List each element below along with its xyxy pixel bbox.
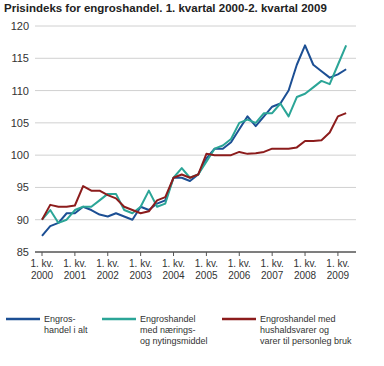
grid-line bbox=[35, 26, 356, 27]
plot-area bbox=[42, 45, 346, 235]
text-line: 2009 bbox=[327, 270, 350, 281]
text-line: 1. kv. bbox=[195, 258, 218, 269]
y-tick-label: 120 bbox=[11, 20, 29, 32]
legend-swatch bbox=[222, 318, 256, 321]
series-line bbox=[42, 113, 346, 220]
x-tick-label: 1. kv.2000 bbox=[30, 258, 53, 281]
text-line: 1. kv. bbox=[63, 258, 86, 269]
legend-swatch bbox=[102, 318, 136, 321]
text-line: 1. kv. bbox=[293, 258, 316, 269]
text-line: 2004 bbox=[162, 270, 185, 281]
series-line bbox=[42, 45, 346, 223]
text-line: Engroshandel med bbox=[260, 314, 336, 324]
text-line: Engros- bbox=[44, 314, 76, 324]
grid-line bbox=[35, 252, 356, 253]
legend-label: Engroshandel medhushaldsvarer ogvarer ti… bbox=[260, 314, 352, 346]
grid-line bbox=[35, 155, 356, 156]
text-line: 1. kv. bbox=[30, 258, 53, 269]
text-line: hushaldsvarer og bbox=[260, 325, 329, 335]
x-tick bbox=[305, 252, 306, 256]
x-tick-label: 1. kv.2002 bbox=[96, 258, 119, 281]
x-tick bbox=[272, 252, 273, 256]
x-tick-label: 1. kv.2008 bbox=[293, 258, 316, 281]
x-tick bbox=[42, 252, 43, 256]
legend-swatch bbox=[6, 318, 40, 321]
x-tick-label: 1. kv.2004 bbox=[162, 258, 185, 281]
x-tick bbox=[206, 252, 207, 256]
text-line: 1. kv. bbox=[228, 258, 251, 269]
text-line: Engroshandel bbox=[140, 314, 196, 324]
x-tick-label: 1. kv.2006 bbox=[228, 258, 251, 281]
grid-line bbox=[35, 58, 356, 59]
x-tick bbox=[173, 252, 174, 256]
text-line: 2008 bbox=[294, 270, 317, 281]
text-line: varer til personleg bruk bbox=[260, 336, 352, 346]
legend-label: Engros-handel i alt bbox=[44, 314, 88, 335]
text-line: 2007 bbox=[261, 270, 284, 281]
x-tick-label: 1. kv.2007 bbox=[261, 258, 284, 281]
y-tick-label: 85 bbox=[17, 246, 29, 258]
text-line: 2000 bbox=[31, 270, 54, 281]
text-line: 2003 bbox=[130, 270, 153, 281]
grid-line bbox=[35, 122, 356, 123]
grid-line bbox=[35, 219, 356, 220]
text-line: 2002 bbox=[97, 270, 120, 281]
x-tick bbox=[107, 252, 108, 256]
y-tick-label: 100 bbox=[11, 149, 29, 161]
x-tick bbox=[74, 252, 75, 256]
text-line: handel i alt bbox=[44, 325, 88, 335]
x-tick-label: 1. kv.2005 bbox=[195, 258, 218, 281]
x-tick bbox=[337, 252, 338, 256]
x-tick-label: 1. kv.2001 bbox=[63, 258, 86, 281]
y-tick-label: 110 bbox=[11, 85, 29, 97]
y-tick-label: 95 bbox=[17, 181, 29, 193]
text-line: 1. kv. bbox=[96, 258, 119, 269]
text-line: 1. kv. bbox=[326, 258, 349, 269]
series-line bbox=[42, 45, 346, 235]
text-line: 2006 bbox=[228, 270, 251, 281]
chart: Prisindeks for engroshandel. 1. kvartal … bbox=[0, 0, 384, 366]
legend-label: Engroshandelmed nærings-og nytingsmiddel bbox=[140, 314, 208, 346]
x-tick bbox=[140, 252, 141, 256]
text-line: 2005 bbox=[195, 270, 218, 281]
x-axis bbox=[35, 252, 356, 253]
text-line: 2001 bbox=[64, 270, 87, 281]
text-line: 1. kv. bbox=[162, 258, 185, 269]
x-tick-label: 1. kv.2009 bbox=[326, 258, 349, 281]
x-tick bbox=[239, 252, 240, 256]
text-line: 1. kv. bbox=[261, 258, 284, 269]
text-line: 1. kv. bbox=[129, 258, 152, 269]
y-tick-label: 90 bbox=[17, 214, 29, 226]
x-tick-label: 1. kv.2003 bbox=[129, 258, 152, 281]
text-line: og nytingsmiddel bbox=[140, 336, 208, 346]
y-tick-label: 105 bbox=[11, 117, 29, 129]
title: Prisindeks for engroshandel. 1. kvartal … bbox=[4, 2, 327, 14]
y-tick-label: 115 bbox=[11, 52, 29, 64]
text-line: med nærings- bbox=[140, 325, 196, 335]
